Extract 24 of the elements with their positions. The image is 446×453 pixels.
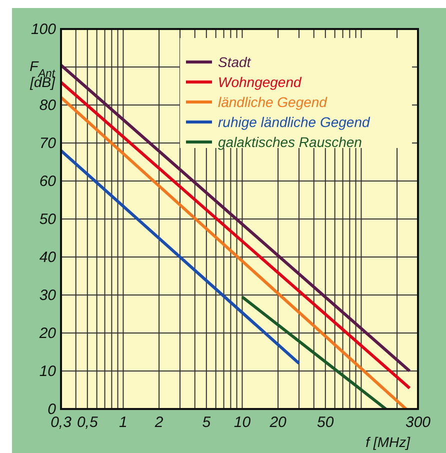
y-tick-label: 20 <box>38 325 57 342</box>
x-tick-label: 1 <box>119 414 128 431</box>
y-tick-label: 80 <box>39 97 57 114</box>
x-tick-label: 2 <box>154 414 164 431</box>
y-tick-label: 100 <box>30 21 57 38</box>
legend-label: Stadt <box>218 54 252 70</box>
legend-label: ländliche Gegend <box>218 94 328 110</box>
x-tick-label: 0,5 <box>76 414 98 431</box>
x-tick-label: 10 <box>234 414 252 431</box>
x-tick-label: 50 <box>317 414 334 431</box>
x-tick-label: 300 <box>405 414 432 431</box>
x-axis-title: f [MHz] <box>366 434 412 450</box>
legend-label: ruhige ländliche Gegend <box>218 114 371 130</box>
y-tick-label: 40 <box>39 249 57 266</box>
x-tick-label: 20 <box>268 414 288 431</box>
legend-label: Wohngegend <box>218 74 303 90</box>
y-axis-title: F$_{Ant}$ [dB] <box>29 58 56 90</box>
y-tick-label: 30 <box>39 287 57 304</box>
y-tick-label: 10 <box>39 363 57 380</box>
y-tick-label: 60 <box>39 173 57 190</box>
y-tick-label: 50 <box>39 211 57 228</box>
legend-label: galaktisches Rauschen <box>218 134 362 150</box>
y-tick-label: 70 <box>39 135 57 152</box>
x-tick-label: 5 <box>202 414 212 431</box>
